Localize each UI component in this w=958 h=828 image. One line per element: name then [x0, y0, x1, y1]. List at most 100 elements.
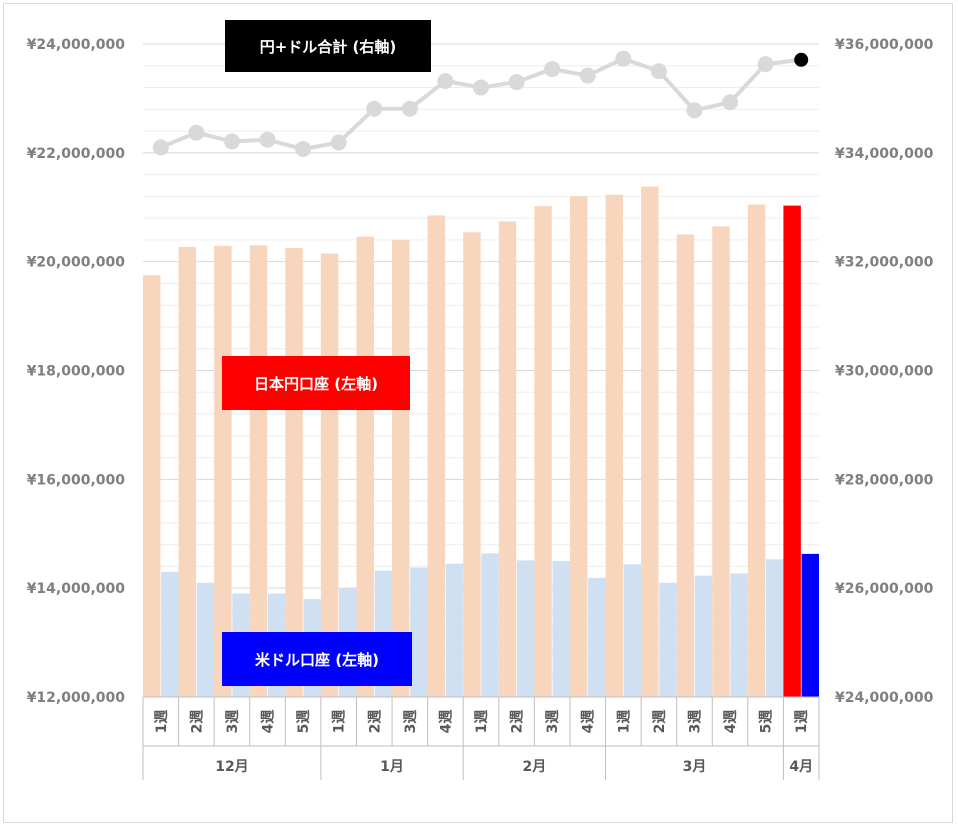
- total-point: [757, 56, 774, 73]
- category-label: 1週: [794, 710, 810, 734]
- month-label: 4月: [789, 759, 813, 775]
- axes: ¥12,000,000 ¥14,000,000 ¥16,000,000 ¥18,000…: [27, 37, 934, 706]
- right-axis-tick-label: ¥32,000,000: [835, 255, 934, 271]
- right-axis-tick-label: ¥24,000,000: [835, 690, 934, 706]
- bar-jpy: [249, 245, 268, 697]
- month-label: 2月: [522, 759, 546, 775]
- bar-usd: [623, 564, 642, 697]
- right-axis-tick-label: ¥36,000,000: [835, 37, 934, 53]
- bar-usd: [588, 577, 606, 697]
- total-point: [686, 102, 703, 119]
- bar-jpy: [783, 205, 801, 697]
- category-label: 4週: [438, 710, 454, 734]
- bar-jpy: [534, 206, 552, 697]
- bar-jpy: [676, 234, 695, 698]
- total-point: [544, 61, 561, 78]
- legend-label-jpy: 日本円口座 (左軸): [222, 356, 410, 410]
- chart-frame: [3, 3, 953, 823]
- right-axis-tick-label: ¥28,000,000: [835, 472, 934, 488]
- category-label: 2週: [189, 710, 205, 734]
- left-axis-tick-label: ¥12,000,000: [27, 690, 126, 706]
- legend-label-usd-text: 米ドル口座 (左軸): [255, 651, 379, 669]
- right-axis-tick-label: ¥30,000,000: [835, 364, 934, 380]
- bar-jpy: [712, 226, 730, 697]
- total-point: [579, 67, 596, 84]
- bar-usd: [552, 560, 570, 697]
- bar-jpy: [285, 248, 303, 697]
- bar-jpy: [320, 253, 339, 698]
- month-label: 12月: [215, 759, 248, 775]
- legend-label-total-text: 円+ドル合計 (右軸): [260, 38, 397, 56]
- bar-jpy: [427, 215, 446, 697]
- bar-jpy: [143, 275, 161, 697]
- total-point: [223, 133, 240, 150]
- bar-usd: [694, 575, 713, 697]
- total-point: [615, 50, 632, 67]
- category-label: 3週: [687, 710, 703, 734]
- legend-label-usd: 米ドル口座 (左軸): [222, 632, 412, 686]
- bar-jpy: [605, 194, 623, 697]
- bar-jpy: [178, 246, 197, 697]
- category-label: 5週: [296, 710, 312, 734]
- bars: [143, 186, 819, 698]
- legend-label-jpy-text: 日本円口座 (左軸): [254, 375, 378, 393]
- bar-usd: [730, 573, 748, 697]
- total-point: [722, 94, 739, 111]
- category-label: 5週: [759, 710, 775, 734]
- left-axis-tick-label: ¥14,000,000: [27, 581, 126, 597]
- bar-jpy: [747, 204, 766, 697]
- category-label: 1週: [332, 710, 348, 734]
- bar-usd: [659, 582, 677, 697]
- right-axis-tick-label: ¥34,000,000: [835, 146, 934, 162]
- category-label: 1週: [616, 710, 632, 734]
- total-point: [437, 73, 454, 90]
- category-label: 4週: [581, 710, 597, 734]
- bar-jpy: [392, 239, 410, 697]
- bar-jpy: [498, 221, 517, 698]
- left-axis-tick-label: ¥18,000,000: [27, 364, 126, 380]
- bar-usd: [516, 560, 535, 697]
- legend-label-total: 円+ドル合計 (右軸): [225, 20, 431, 72]
- total-line-path: [160, 56, 802, 152]
- category-axis: 1週 2週 3週 4週 5週 1週 2週 3週 4週 1週 2週 3週 4週 1週 2週 3週 4週 5週 1週 12…: [142, 696, 820, 780]
- left-axis-tick-label: ¥22,000,000: [27, 146, 126, 162]
- total-point: [295, 141, 312, 158]
- category-label: 2週: [652, 710, 668, 734]
- category-label: 2週: [367, 710, 383, 734]
- total-point: [330, 134, 347, 151]
- total-point: [794, 52, 809, 67]
- category-label: 4週: [261, 710, 277, 734]
- bar-jpy: [356, 236, 374, 697]
- total-point: [366, 100, 383, 117]
- bar-usd: [445, 563, 464, 697]
- total-point: [473, 79, 489, 96]
- left-axis-tick-label: ¥20,000,000: [27, 255, 126, 271]
- category-label: 1週: [474, 710, 490, 734]
- month-label: 3月: [683, 759, 707, 775]
- month-label: 1月: [380, 759, 404, 775]
- category-label: 3週: [225, 710, 241, 734]
- total-point: [508, 74, 525, 91]
- category-label: 3週: [403, 710, 419, 734]
- left-axis-tick-label: ¥16,000,000: [27, 472, 126, 488]
- bar-jpy: [463, 232, 481, 697]
- bar-usd: [765, 559, 784, 697]
- total-point: [650, 63, 667, 80]
- total-line: [152, 50, 809, 158]
- bar-usd: [161, 571, 179, 697]
- bar-jpy: [569, 196, 588, 697]
- category-label: 4週: [723, 710, 739, 734]
- bar-usd: [801, 553, 819, 697]
- category-label: 3週: [545, 710, 561, 734]
- right-axis-tick-label: ¥26,000,000: [835, 581, 934, 597]
- left-axis-tick-label: ¥24,000,000: [27, 37, 126, 53]
- bar-usd: [410, 567, 428, 697]
- total-point: [152, 139, 169, 156]
- bar-usd: [481, 553, 499, 697]
- bar-jpy: [641, 186, 659, 698]
- category-label: 1週: [154, 710, 170, 734]
- bar-jpy: [214, 245, 232, 697]
- total-point: [188, 124, 205, 141]
- bar-usd: [196, 582, 215, 697]
